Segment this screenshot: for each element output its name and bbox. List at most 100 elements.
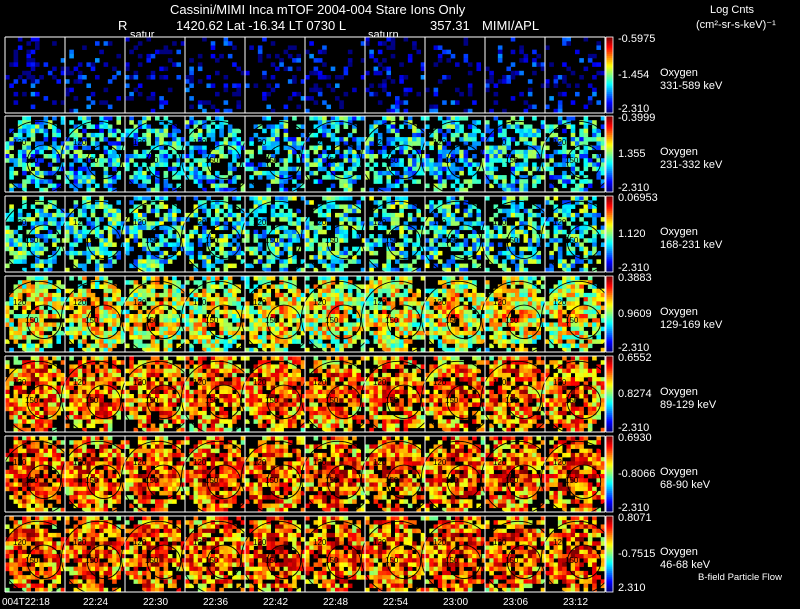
pixel xyxy=(219,225,224,231)
pixel xyxy=(116,288,122,294)
pixel xyxy=(596,45,602,50)
pixel xyxy=(86,305,92,311)
pixel xyxy=(22,284,27,289)
pixel xyxy=(390,309,396,315)
pixel xyxy=(90,141,96,146)
pixel xyxy=(583,154,589,159)
pixel xyxy=(283,104,289,110)
pixel xyxy=(69,330,74,336)
pixel xyxy=(459,255,464,260)
pixel xyxy=(399,263,404,269)
pixel xyxy=(442,238,447,243)
pixel xyxy=(77,292,83,298)
pixel xyxy=(309,170,314,176)
pixel xyxy=(373,259,379,264)
pixel xyxy=(300,267,306,273)
pixel xyxy=(339,104,344,110)
pixel xyxy=(172,141,177,146)
pixel xyxy=(373,309,379,315)
pixel xyxy=(455,242,460,247)
pixel xyxy=(583,246,589,252)
pixel xyxy=(463,41,469,46)
pixel xyxy=(390,204,396,209)
pixel xyxy=(562,128,567,134)
pixel xyxy=(43,238,49,243)
pixel xyxy=(527,225,533,231)
pixel xyxy=(137,229,143,235)
pixel xyxy=(583,124,589,129)
pixel xyxy=(142,183,147,189)
pixel xyxy=(420,154,426,159)
pixel xyxy=(540,141,546,146)
pixel xyxy=(30,347,36,353)
pixel xyxy=(137,284,143,289)
pixel xyxy=(502,79,507,84)
pixel xyxy=(549,250,554,256)
pixel xyxy=(120,229,126,235)
pixel xyxy=(527,212,533,218)
pixel xyxy=(425,318,430,323)
pixel xyxy=(236,297,242,302)
pixel xyxy=(167,326,173,332)
pixel xyxy=(137,330,143,336)
pixel xyxy=(215,259,220,264)
pixel xyxy=(245,280,250,285)
pixel xyxy=(510,200,516,205)
pixel xyxy=(545,242,550,247)
pixel xyxy=(317,288,323,294)
pixel xyxy=(485,234,490,239)
pixel xyxy=(275,288,280,294)
pixel xyxy=(43,187,49,193)
pixel xyxy=(416,149,422,155)
pixel xyxy=(155,208,160,214)
pixel xyxy=(146,335,152,340)
pixel xyxy=(433,175,439,180)
pixel xyxy=(197,128,203,134)
pixel xyxy=(365,141,370,146)
pixel xyxy=(257,318,263,323)
pixel xyxy=(536,212,542,218)
pixel xyxy=(176,301,182,306)
pixel xyxy=(309,242,314,247)
pixel xyxy=(227,53,233,59)
contour-ring-inner xyxy=(26,304,62,339)
contour-label: 150 xyxy=(385,236,399,245)
pixel xyxy=(339,288,344,294)
pixel xyxy=(279,187,284,193)
pixel xyxy=(232,196,237,201)
pixel xyxy=(189,212,194,218)
pixel xyxy=(253,204,259,209)
pixel xyxy=(369,49,374,55)
pixel xyxy=(39,234,44,239)
pixel xyxy=(39,347,44,353)
pixel xyxy=(330,162,336,167)
pixel xyxy=(30,238,36,243)
pixel xyxy=(210,179,216,184)
pixel xyxy=(485,149,490,155)
pixel xyxy=(433,137,439,142)
pixel xyxy=(510,75,516,80)
pixel xyxy=(150,166,156,172)
colorbar-segment xyxy=(606,101,613,104)
pixel xyxy=(99,229,104,235)
pixel xyxy=(575,234,580,239)
pixel xyxy=(339,137,344,142)
pixel xyxy=(416,137,422,142)
pixel xyxy=(270,343,276,349)
colorbar-segment xyxy=(606,82,613,85)
pixel xyxy=(56,284,62,289)
pixel xyxy=(476,128,482,134)
pixel xyxy=(215,158,220,163)
pixel xyxy=(99,326,104,332)
pixel xyxy=(399,297,404,302)
pixel xyxy=(17,292,23,298)
pixel xyxy=(232,339,237,344)
pixel xyxy=(395,137,400,142)
pixel xyxy=(300,343,306,349)
pixel xyxy=(95,314,100,319)
pixel xyxy=(485,124,490,129)
pixel xyxy=(446,175,452,180)
pixel xyxy=(249,196,254,201)
pixel xyxy=(103,343,109,349)
pixel xyxy=(82,267,87,273)
